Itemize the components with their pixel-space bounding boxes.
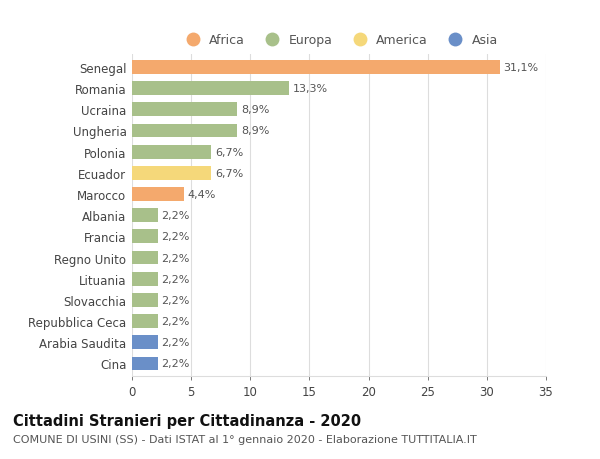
Bar: [132, 61, 500, 75]
Text: 8,9%: 8,9%: [241, 105, 269, 115]
Bar: [132, 82, 289, 96]
Text: 2,2%: 2,2%: [161, 211, 190, 221]
Bar: [132, 146, 211, 159]
Bar: [132, 251, 158, 265]
Text: 2,2%: 2,2%: [161, 337, 190, 347]
Text: Cittadini Stranieri per Cittadinanza - 2020: Cittadini Stranieri per Cittadinanza - 2…: [13, 413, 361, 428]
Bar: [132, 336, 158, 349]
Text: 2,2%: 2,2%: [161, 253, 190, 263]
Text: 6,7%: 6,7%: [215, 147, 243, 157]
Text: 2,2%: 2,2%: [161, 316, 190, 326]
Bar: [132, 209, 158, 223]
Bar: [132, 103, 237, 117]
Bar: [132, 357, 158, 370]
Text: 2,2%: 2,2%: [161, 232, 190, 242]
Bar: [132, 230, 158, 244]
Bar: [132, 293, 158, 307]
Text: 13,3%: 13,3%: [293, 84, 328, 94]
Bar: [132, 124, 237, 138]
Bar: [132, 314, 158, 328]
Text: 4,4%: 4,4%: [188, 190, 216, 200]
Text: 31,1%: 31,1%: [503, 63, 539, 73]
Bar: [132, 272, 158, 286]
Text: 2,2%: 2,2%: [161, 295, 190, 305]
Text: 2,2%: 2,2%: [161, 358, 190, 369]
Bar: [132, 167, 211, 180]
Legend: Africa, Europa, America, Asia: Africa, Europa, America, Asia: [175, 29, 503, 52]
Text: 2,2%: 2,2%: [161, 274, 190, 284]
Text: COMUNE DI USINI (SS) - Dati ISTAT al 1° gennaio 2020 - Elaborazione TUTTITALIA.I: COMUNE DI USINI (SS) - Dati ISTAT al 1° …: [13, 434, 477, 444]
Bar: [132, 188, 184, 202]
Text: 6,7%: 6,7%: [215, 168, 243, 179]
Text: 8,9%: 8,9%: [241, 126, 269, 136]
